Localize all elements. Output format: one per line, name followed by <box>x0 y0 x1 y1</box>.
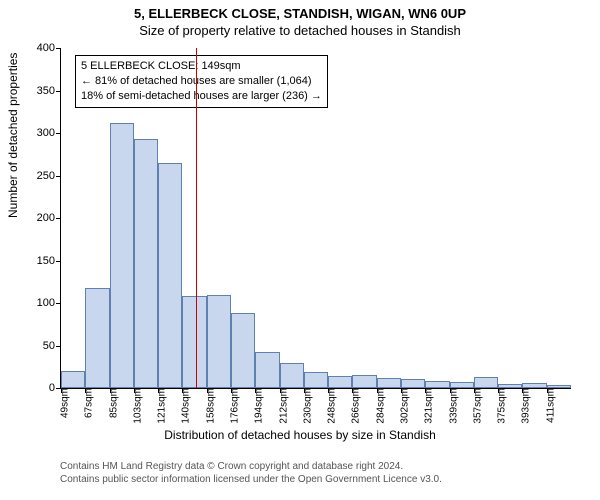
histogram-bar <box>255 352 279 388</box>
x-tick-label: 266sqm <box>349 388 362 424</box>
histogram-bar <box>280 363 304 389</box>
annotation-line2: ← 81% of detached houses are smaller (1,… <box>81 74 322 89</box>
x-tick-label: 140sqm <box>179 388 192 424</box>
x-tick-label: 393sqm <box>519 388 532 424</box>
x-tick-label: 284sqm <box>373 388 386 424</box>
x-axis-label: Distribution of detached houses by size … <box>0 428 600 442</box>
histogram-bar <box>304 372 328 388</box>
x-tick-label: 357sqm <box>470 388 483 424</box>
x-tick-label: 67sqm <box>82 388 95 418</box>
annotation-line1: 5 ELLERBECK CLOSE: 149sqm <box>81 59 322 74</box>
y-tick-mark <box>56 346 61 347</box>
x-tick-label: 158sqm <box>203 388 216 424</box>
y-axis-label: Number of detached properties <box>6 53 20 218</box>
copyright-line2: Contains public sector information licen… <box>60 473 442 486</box>
histogram-bar <box>401 379 425 388</box>
y-tick-mark <box>56 218 61 219</box>
copyright-notice: Contains HM Land Registry data © Crown c… <box>60 460 442 486</box>
y-tick-mark <box>56 261 61 262</box>
x-tick-label: 411sqm <box>543 388 556 423</box>
histogram-bar <box>85 288 109 388</box>
x-tick-label: 103sqm <box>130 388 143 424</box>
histogram-bar <box>328 376 352 388</box>
x-tick-label: 230sqm <box>300 388 313 424</box>
x-tick-label: 212sqm <box>276 388 289 424</box>
x-tick-label: 375sqm <box>495 388 508 424</box>
annotation-box: 5 ELLERBECK CLOSE: 149sqm ← 81% of detac… <box>75 55 328 108</box>
histogram-bar <box>158 163 182 388</box>
title-subtitle: Size of property relative to detached ho… <box>0 21 600 38</box>
y-tick-mark <box>56 48 61 49</box>
histogram-bar <box>61 371 85 388</box>
x-tick-label: 121sqm <box>155 388 168 424</box>
histogram-bar <box>134 139 158 388</box>
x-tick-label: 85sqm <box>106 388 119 418</box>
copyright-line1: Contains HM Land Registry data © Crown c… <box>60 460 442 473</box>
x-tick-label: 176sqm <box>228 388 241 424</box>
histogram-bar <box>207 295 231 389</box>
y-tick-mark <box>56 303 61 304</box>
plot-area: 5 ELLERBECK CLOSE: 149sqm ← 81% of detac… <box>60 48 571 389</box>
x-tick-label: 302sqm <box>398 388 411 424</box>
x-tick-label: 321sqm <box>422 388 435 424</box>
x-tick-label: 248sqm <box>325 388 338 424</box>
annotation-line3: 18% of semi-detached houses are larger (… <box>81 89 322 104</box>
histogram-bar <box>425 381 449 388</box>
x-tick-label: 49sqm <box>58 388 71 418</box>
histogram-bar <box>231 313 255 388</box>
histogram-bar <box>110 123 134 388</box>
histogram-bar <box>182 296 206 388</box>
y-tick-mark <box>56 133 61 134</box>
x-tick-label: 339sqm <box>446 388 459 424</box>
x-tick-label: 194sqm <box>252 388 265 424</box>
property-marker-line <box>196 48 197 388</box>
histogram-bar <box>474 377 498 388</box>
histogram-bar <box>377 378 401 388</box>
histogram-bar <box>352 375 376 388</box>
title-address: 5, ELLERBECK CLOSE, STANDISH, WIGAN, WN6… <box>0 0 600 21</box>
y-tick-mark <box>56 176 61 177</box>
y-tick-mark <box>56 91 61 92</box>
